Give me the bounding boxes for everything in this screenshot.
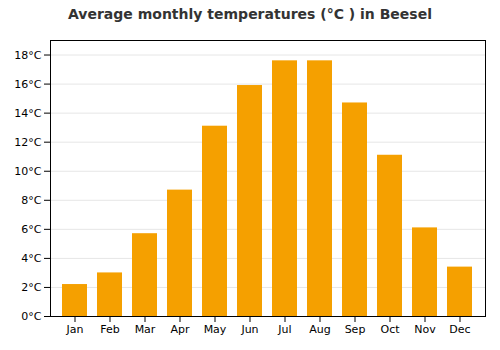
- svg-text:Mar: Mar: [135, 323, 156, 336]
- svg-text:Aug: Aug: [309, 323, 330, 336]
- svg-text:12°C: 12°C: [14, 136, 41, 149]
- svg-text:8°C: 8°C: [21, 194, 41, 207]
- svg-text:4°C: 4°C: [21, 252, 41, 265]
- svg-text:Feb: Feb: [100, 323, 119, 336]
- svg-text:Apr: Apr: [170, 323, 190, 336]
- svg-text:2°C: 2°C: [21, 281, 41, 294]
- svg-text:10°C: 10°C: [14, 165, 41, 178]
- svg-text:Sep: Sep: [345, 323, 366, 336]
- svg-text:18°C: 18°C: [14, 49, 41, 62]
- html-text:Average monthly temperatures (: Average monthly temperatures (°C ) in Be…: [68, 6, 432, 22]
- svg-text:Jun: Jun: [240, 323, 258, 336]
- svg-text:Oct: Oct: [380, 323, 400, 336]
- svg-text:0°C: 0°C: [21, 310, 41, 323]
- svg-text:Dec: Dec: [449, 323, 470, 336]
- svg-text:Jan: Jan: [66, 323, 84, 336]
- svg-text:6°C: 6°C: [21, 223, 41, 236]
- svg-text:May: May: [204, 323, 227, 336]
- svg-text:14°C: 14°C: [14, 107, 41, 120]
- svg-text:Nov: Nov: [414, 323, 436, 336]
- svg-text:16°C: 16°C: [14, 78, 41, 91]
- svg-text:Jul: Jul: [277, 323, 291, 336]
